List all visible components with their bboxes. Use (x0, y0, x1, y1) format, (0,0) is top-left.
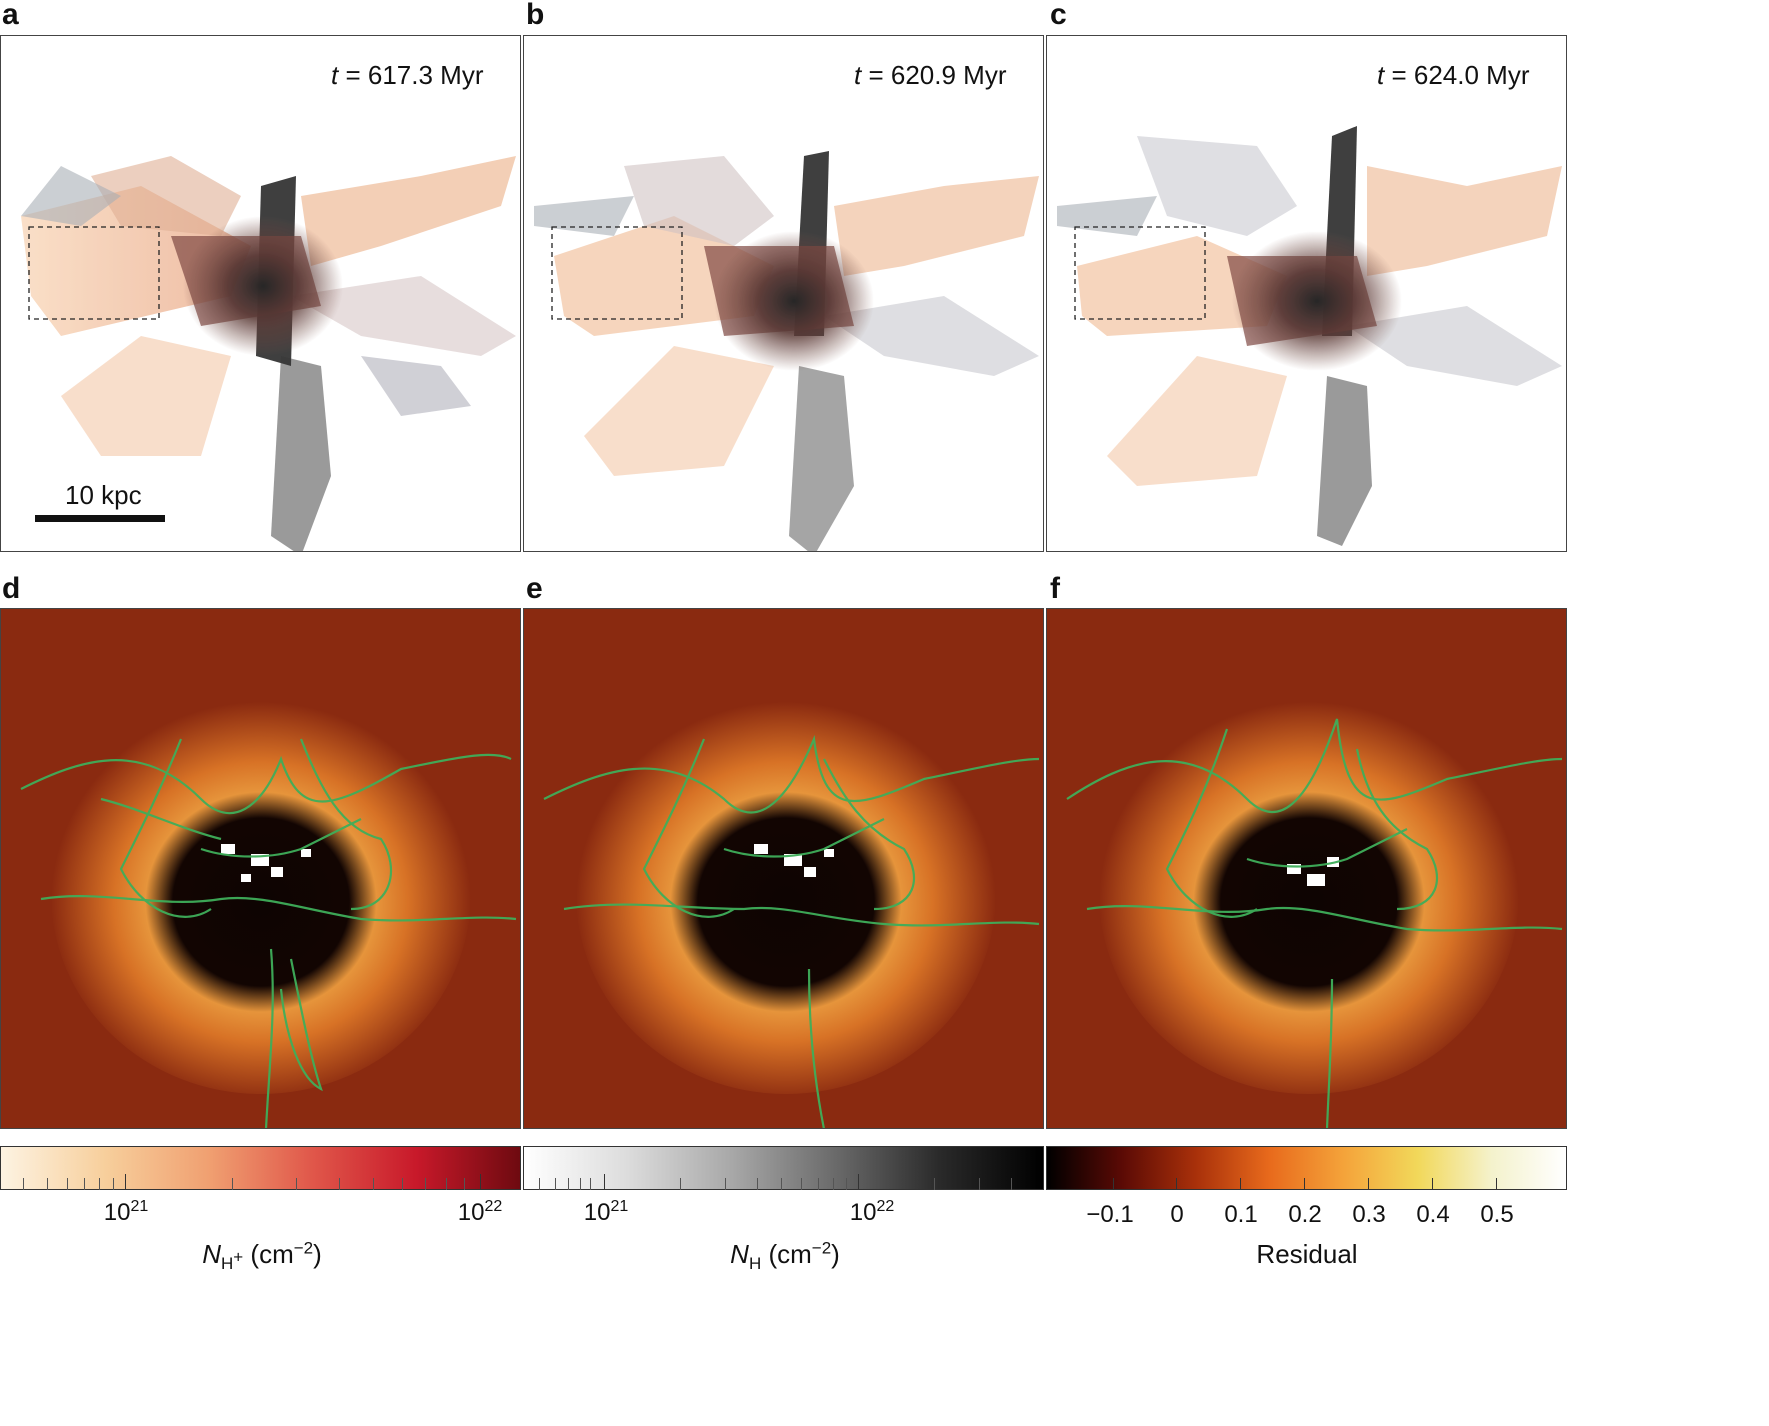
panel-b-image (534, 151, 1039, 551)
panel-label-e: e (526, 572, 543, 605)
colorbar-residual (1046, 1146, 1567, 1190)
colorbar-residual-tick: 0 (1170, 1201, 1184, 1228)
colorbar-neutral (523, 1146, 1044, 1190)
colorbar-residual-tick: 0.5 (1480, 1201, 1514, 1228)
colorbar-ionized-tick-1e22: 1022 (457, 1198, 503, 1226)
scale-bar-label: 10 kpc (65, 480, 142, 510)
colorbar-residual-tick: 0.4 (1416, 1201, 1450, 1228)
time-label-c: t = 624.0 Myr (1377, 60, 1530, 90)
panel-b-column-density-map: t = 620.9 Myr (523, 35, 1044, 552)
colorbar-neutral-tick-1e21: 1021 (583, 1198, 629, 1226)
panel-label-d: d (2, 572, 21, 605)
time-label-b: t = 620.9 Myr (854, 60, 1007, 90)
colorbar-residual-tick: 0.1 (1224, 1201, 1258, 1228)
colorbar-residual-label: Residual (1256, 1239, 1358, 1269)
scale-bar (35, 515, 165, 522)
panel-c-column-density-map: t = 624.0 Myr (1046, 35, 1567, 552)
panel-c-image (1057, 126, 1562, 546)
panel-label-f: f (1050, 572, 1060, 605)
panel-f-image (1047, 609, 1566, 1128)
panel-label-a: a (2, 0, 19, 31)
panel-label-c: c (1050, 0, 1067, 31)
zoom-box-c (1074, 226, 1206, 320)
colorbar-residual-tick: 0.3 (1352, 1201, 1386, 1228)
colorbar-residual-tick: −0.1 (1086, 1201, 1134, 1228)
colorbar-neutral-label: NH (cm−2) (730, 1238, 840, 1274)
panel-a-image (21, 156, 516, 551)
panel-a-column-density-map: t = 617.3 Myr 10 kpc (0, 35, 521, 552)
panel-label-b: b (526, 0, 545, 31)
panel-e-image (524, 609, 1043, 1128)
panel-d-residual-map (0, 608, 521, 1129)
time-label-a: t = 617.3 Myr (331, 60, 484, 90)
panel-f-residual-map (1046, 608, 1567, 1129)
colorbar-residual-tick: 0.2 (1288, 1201, 1322, 1228)
colorbar-ionized (0, 1146, 521, 1190)
colorbar-ionized-tick-1e21: 1021 (103, 1198, 149, 1226)
colorbar-ionized-label: NH+ (cm−2) (202, 1238, 322, 1274)
zoom-box-a (28, 226, 160, 320)
panel-d-image (1, 609, 520, 1128)
panel-e-residual-map (523, 608, 1044, 1129)
colorbar-neutral-tick-1e22: 1022 (849, 1198, 895, 1226)
zoom-box-b (551, 226, 683, 320)
